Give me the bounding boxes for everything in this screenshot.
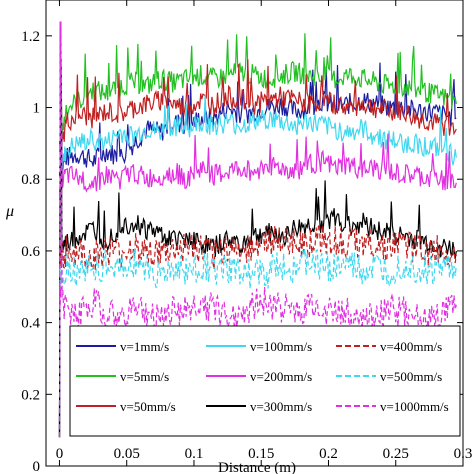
y-tick-label: 1.2 [21, 29, 40, 45]
legend-box [69, 325, 461, 437]
series-line-v-300mm-s [58, 21, 457, 438]
series-line-v-500mm-s [58, 21, 457, 438]
axis-ticks [46, 0, 464, 467]
y-axis-label: μ [5, 203, 14, 220]
series-line-v-200mm-s [58, 21, 457, 438]
y-tick-label: 0.6 [21, 244, 40, 260]
x-tick-label: 0.15 [248, 446, 274, 462]
series-line-v-50mm-s [58, 21, 457, 438]
x-tick-label: 0.1 [185, 446, 204, 462]
legend-label: v=100mm/s [250, 339, 312, 354]
x-tick-label: 0.05 [114, 446, 140, 462]
y-tick-label: 0 [33, 459, 41, 474]
plot-lines [58, 21, 457, 438]
x-axis-label: Distance (m) [218, 460, 296, 474]
x-tick-label: 0.25 [383, 446, 409, 462]
legend-label: v=1mm/s [120, 339, 169, 354]
legend-label: v=400mm/s [380, 339, 442, 354]
legend-label: v=50mm/s [120, 399, 176, 414]
x-tick-label: 0.3 [454, 446, 473, 462]
y-tick-label: 0.8 [21, 172, 40, 188]
legend-label: v=200mm/s [250, 369, 312, 384]
x-tick-label: 0.2 [319, 446, 338, 462]
series-line-v-400mm-s [58, 21, 457, 438]
y-tick-label: 0.4 [21, 316, 40, 332]
legend-label: v=500mm/s [380, 369, 442, 384]
legend-label: v=1000mm/s [380, 399, 449, 414]
legend: v=1mm/s v=5mm/s v=50mm/s v=100mm/s v=200mm/s… [69, 325, 461, 437]
series-line-v-1000mm-s [58, 21, 457, 438]
tick-labels: 0 0.05 0.1 0.15 0.2 0.25 0.3 0 0.2 0.4 0.6 0.8 1 1.2 [21, 29, 472, 474]
x-tick-label: 0 [56, 446, 64, 462]
y-tick-label: 1 [33, 101, 41, 117]
y-tick-label: 0.2 [21, 387, 40, 403]
legend-label: v=300mm/s [250, 399, 312, 414]
legend-label: v=5mm/s [120, 369, 169, 384]
series-line-v-100mm-s [58, 21, 457, 438]
